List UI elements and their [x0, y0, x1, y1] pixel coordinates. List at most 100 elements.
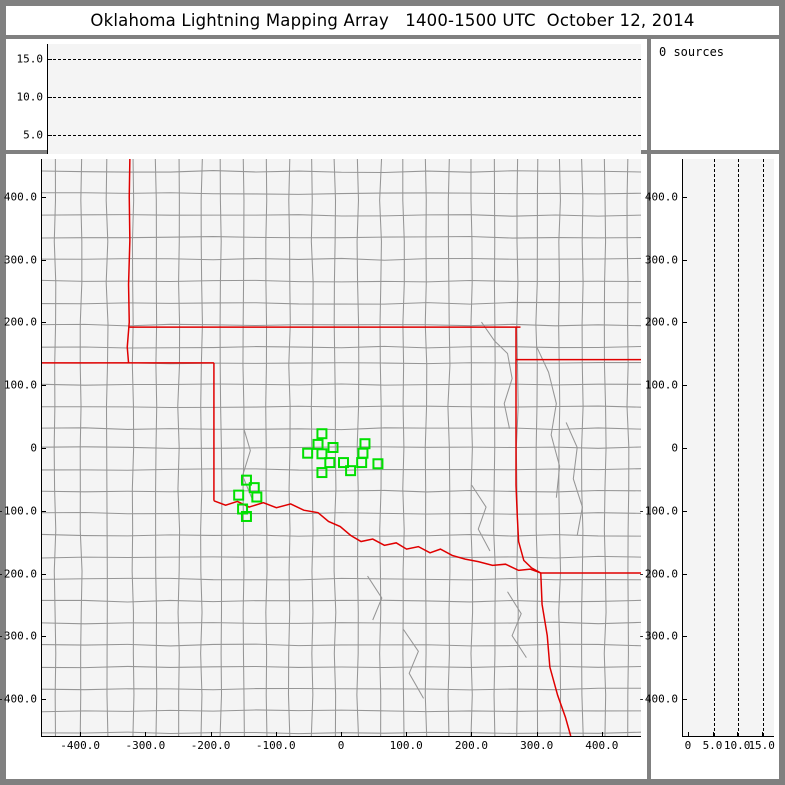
x-axis-label: 100.0	[389, 739, 423, 752]
lightning-source-markers	[233, 428, 384, 522]
x-axis-tick	[687, 732, 689, 737]
plan-view-plot-area[interactable]	[41, 159, 641, 737]
y-axis-tick	[682, 510, 687, 512]
county-line-horizontal	[42, 533, 641, 537]
y-axis-label: 300.0	[644, 253, 678, 267]
state-line-red-river	[213, 500, 542, 574]
y-axis-tick	[47, 59, 52, 61]
y-axis-tick	[682, 259, 687, 261]
source-count-panel: 0 sources	[651, 39, 779, 150]
x-axis-tick	[341, 732, 342, 737]
x-axis-label: -100.0	[255, 739, 296, 752]
x-axis-label: -400.0	[60, 739, 100, 752]
lightning-source-marker	[302, 447, 314, 459]
x-axis-label: -300.0	[125, 739, 166, 752]
x-axis-label: -200.0	[190, 739, 231, 752]
gridline-vertical	[713, 159, 715, 736]
y-axis-label: 200.0	[3, 315, 37, 329]
y-axis-label: -200.0	[0, 567, 37, 581]
y-axis-label: -200.0	[638, 567, 678, 581]
y-axis-label: -400.0	[0, 692, 37, 706]
county-line-horizontal	[42, 555, 641, 559]
county-line-horizontal	[42, 427, 641, 431]
x-axis-tick	[80, 732, 82, 737]
county-line-irregular	[536, 346, 561, 498]
county-line-horizontal	[42, 279, 641, 283]
county-line-horizontal	[42, 599, 641, 603]
y-axis-tick	[41, 259, 46, 261]
y-axis-label: 100.0	[3, 378, 37, 392]
county-line-horizontal	[42, 665, 641, 669]
time-height-plot-area[interactable]	[47, 44, 641, 173]
y-axis-label: 300.0	[3, 253, 37, 267]
x-axis-label: 0	[337, 739, 345, 752]
y-axis-tick	[682, 385, 687, 387]
lightning-source-marker	[316, 448, 328, 460]
y-axis-label: 0	[671, 441, 678, 455]
x-axis-label: 10.0	[723, 739, 751, 752]
height-count-panel: -400.0 -300.0 -200.0 -100.0 0 100.0 200.0 300.0…	[638, 154, 779, 779]
state-line-panhandle-west	[126, 159, 131, 363]
county-line-horizontal	[42, 257, 641, 261]
county-line-horizontal	[42, 621, 641, 625]
page-title: Oklahoma Lightning Mapping Array 1400-15…	[90, 11, 695, 30]
county-line-vertical	[603, 159, 607, 736]
county-line-horizontal	[42, 214, 641, 217]
county-line-horizontal	[42, 301, 641, 305]
y-axis-tick	[47, 97, 52, 99]
y-axis-tick	[682, 322, 687, 324]
lightning-source-marker	[327, 442, 339, 453]
county-line-irregular	[565, 422, 583, 536]
county-line-vertical	[379, 159, 383, 736]
map-geography	[42, 159, 641, 736]
x-axis-tick	[737, 732, 739, 737]
lightning-source-marker	[324, 457, 336, 469]
y-axis-tick	[47, 135, 52, 137]
y-axis-label: 5.0	[23, 128, 43, 142]
y-axis-label: 0	[30, 441, 37, 455]
y-axis-tick	[41, 322, 46, 324]
county-line-vertical	[154, 159, 158, 736]
y-axis-tick	[41, 636, 46, 638]
county-line-horizontal	[42, 323, 641, 327]
y-axis-label: -300.0	[638, 629, 678, 643]
gridline-horizontal	[48, 135, 641, 137]
x-axis-tick	[145, 732, 147, 737]
county-line-irregular	[367, 575, 383, 621]
time-height-panel: 05.010.015.0-400.0-300.0-200.0-100.00100…	[6, 39, 647, 188]
county-line-horizontal	[42, 687, 641, 691]
county-line-horizontal	[42, 643, 641, 647]
y-axis-label: 100.0	[644, 378, 678, 392]
lightning-source-marker	[345, 465, 357, 477]
lightning-source-marker	[316, 467, 328, 479]
county-line-horizontal	[42, 405, 641, 408]
x-axis-label: 5.0	[702, 739, 723, 752]
lightning-source-marker	[356, 457, 368, 469]
y-axis-tick	[41, 196, 46, 198]
y-axis-label: 200.0	[644, 315, 678, 329]
state-boundaries	[42, 159, 641, 736]
y-axis-tick	[682, 699, 687, 701]
county-line-irregular	[242, 428, 253, 498]
lightning-source-marker	[240, 474, 252, 486]
x-axis-tick	[761, 732, 763, 737]
y-axis-label: -300.0	[0, 629, 37, 643]
county-line-horizontal	[42, 489, 641, 493]
x-axis-tick	[406, 732, 408, 737]
gridline-horizontal	[48, 97, 641, 99]
lightning-source-marker	[251, 491, 263, 503]
title-bar: Oklahoma Lightning Mapping Array 1400-15…	[6, 6, 779, 35]
x-axis-label: 0	[684, 739, 692, 752]
gridline-horizontal	[48, 59, 641, 61]
x-axis-label: 400.0	[585, 739, 619, 752]
gridline-vertical	[762, 159, 764, 736]
gridline-vertical	[738, 159, 740, 736]
y-axis-label: -100.0	[638, 504, 678, 518]
county-line-vertical	[333, 159, 337, 736]
plan-view-map-panel: -400.0 -300.0 -200.0 -100.0 0 100.0 200.0 300.0…	[0, 154, 647, 779]
x-axis-tick	[712, 732, 714, 737]
county-line-vertical	[356, 159, 360, 736]
county-line-vertical	[219, 159, 223, 736]
height-count-plot-area[interactable]	[682, 159, 774, 737]
